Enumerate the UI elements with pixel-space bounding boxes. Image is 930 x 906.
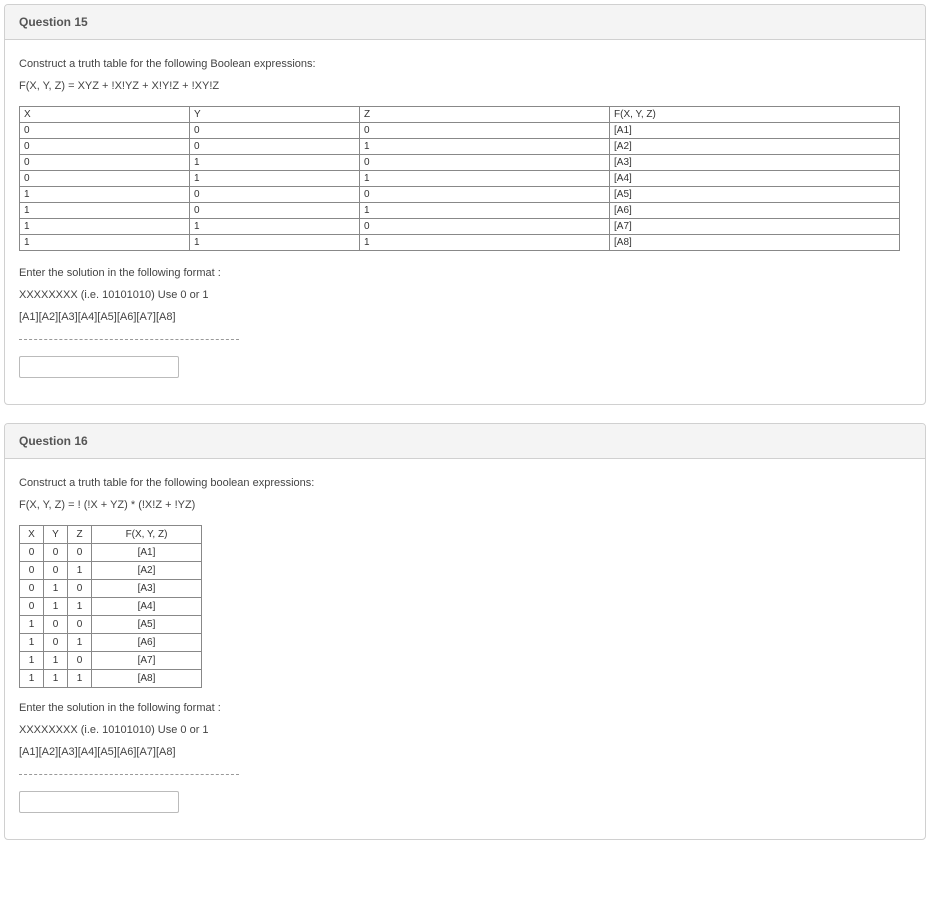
th-y: Y [190,107,360,123]
table-row: 100[A5] [20,616,202,634]
table-row: 110[A7] [20,219,900,235]
th-x: X [20,107,190,123]
table-row: 100[A5] [20,187,900,203]
table-row: 111[A8] [20,670,202,688]
q16-format-1: Enter the solution in the following form… [19,702,911,714]
th-z: Z [360,107,610,123]
question-15: Question 15 Construct a truth table for … [4,4,926,405]
q16-format-3: [A1][A2][A3][A4][A5][A6][A7][A8] [19,746,911,758]
table-row: 001[A2] [20,562,202,580]
question-15-title: Question 15 [5,5,925,40]
question-16: Question 16 Construct a truth table for … [4,423,926,840]
th-y: Y [44,526,68,544]
table-row: 010[A3] [20,155,900,171]
q15-expression: F(X, Y, Z) = XYZ + !X!YZ + X!Y!Z + !XY!Z [19,80,911,92]
answer-separator [19,339,239,340]
q16-truth-table: X Y Z F(X, Y, Z) 000[A1] 001[A2] 010[A3]… [19,525,202,688]
table-header-row: X Y Z F(X, Y, Z) [20,107,900,123]
q15-answer-input[interactable] [19,356,179,378]
q16-format-2: XXXXXXXX (i.e. 10101010) Use 0 or 1 [19,724,911,736]
th-f: F(X, Y, Z) [610,107,900,123]
q15-format-3: [A1][A2][A3][A4][A5][A6][A7][A8] [19,311,911,323]
table-header-row: X Y Z F(X, Y, Z) [20,526,202,544]
table-row: 101[A6] [20,634,202,652]
question-16-title: Question 16 [5,424,925,459]
question-15-body: Construct a truth table for the followin… [5,40,925,404]
q15-truth-table: X Y Z F(X, Y, Z) 000[A1] 001[A2] 010[A3]… [19,106,900,251]
table-row: 010[A3] [20,580,202,598]
answer-separator [19,774,239,775]
table-row: 110[A7] [20,652,202,670]
q16-expression: F(X, Y, Z) = ! (!X + YZ) * (!X!Z + !YZ) [19,499,911,511]
q16-answer-input[interactable] [19,791,179,813]
question-16-body: Construct a truth table for the followin… [5,459,925,839]
q15-format-1: Enter the solution in the following form… [19,267,911,279]
table-row: 001[A2] [20,139,900,155]
q15-format-2: XXXXXXXX (i.e. 10101010) Use 0 or 1 [19,289,911,301]
table-row: 101[A6] [20,203,900,219]
table-row: 000[A1] [20,544,202,562]
q15-prompt: Construct a truth table for the followin… [19,58,911,70]
table-row: 000[A1] [20,123,900,139]
q16-prompt: Construct a truth table for the followin… [19,477,911,489]
table-row: 111[A8] [20,235,900,251]
th-x: X [20,526,44,544]
th-z: Z [68,526,92,544]
table-row: 011[A4] [20,598,202,616]
th-f: F(X, Y, Z) [92,526,202,544]
table-row: 011[A4] [20,171,900,187]
